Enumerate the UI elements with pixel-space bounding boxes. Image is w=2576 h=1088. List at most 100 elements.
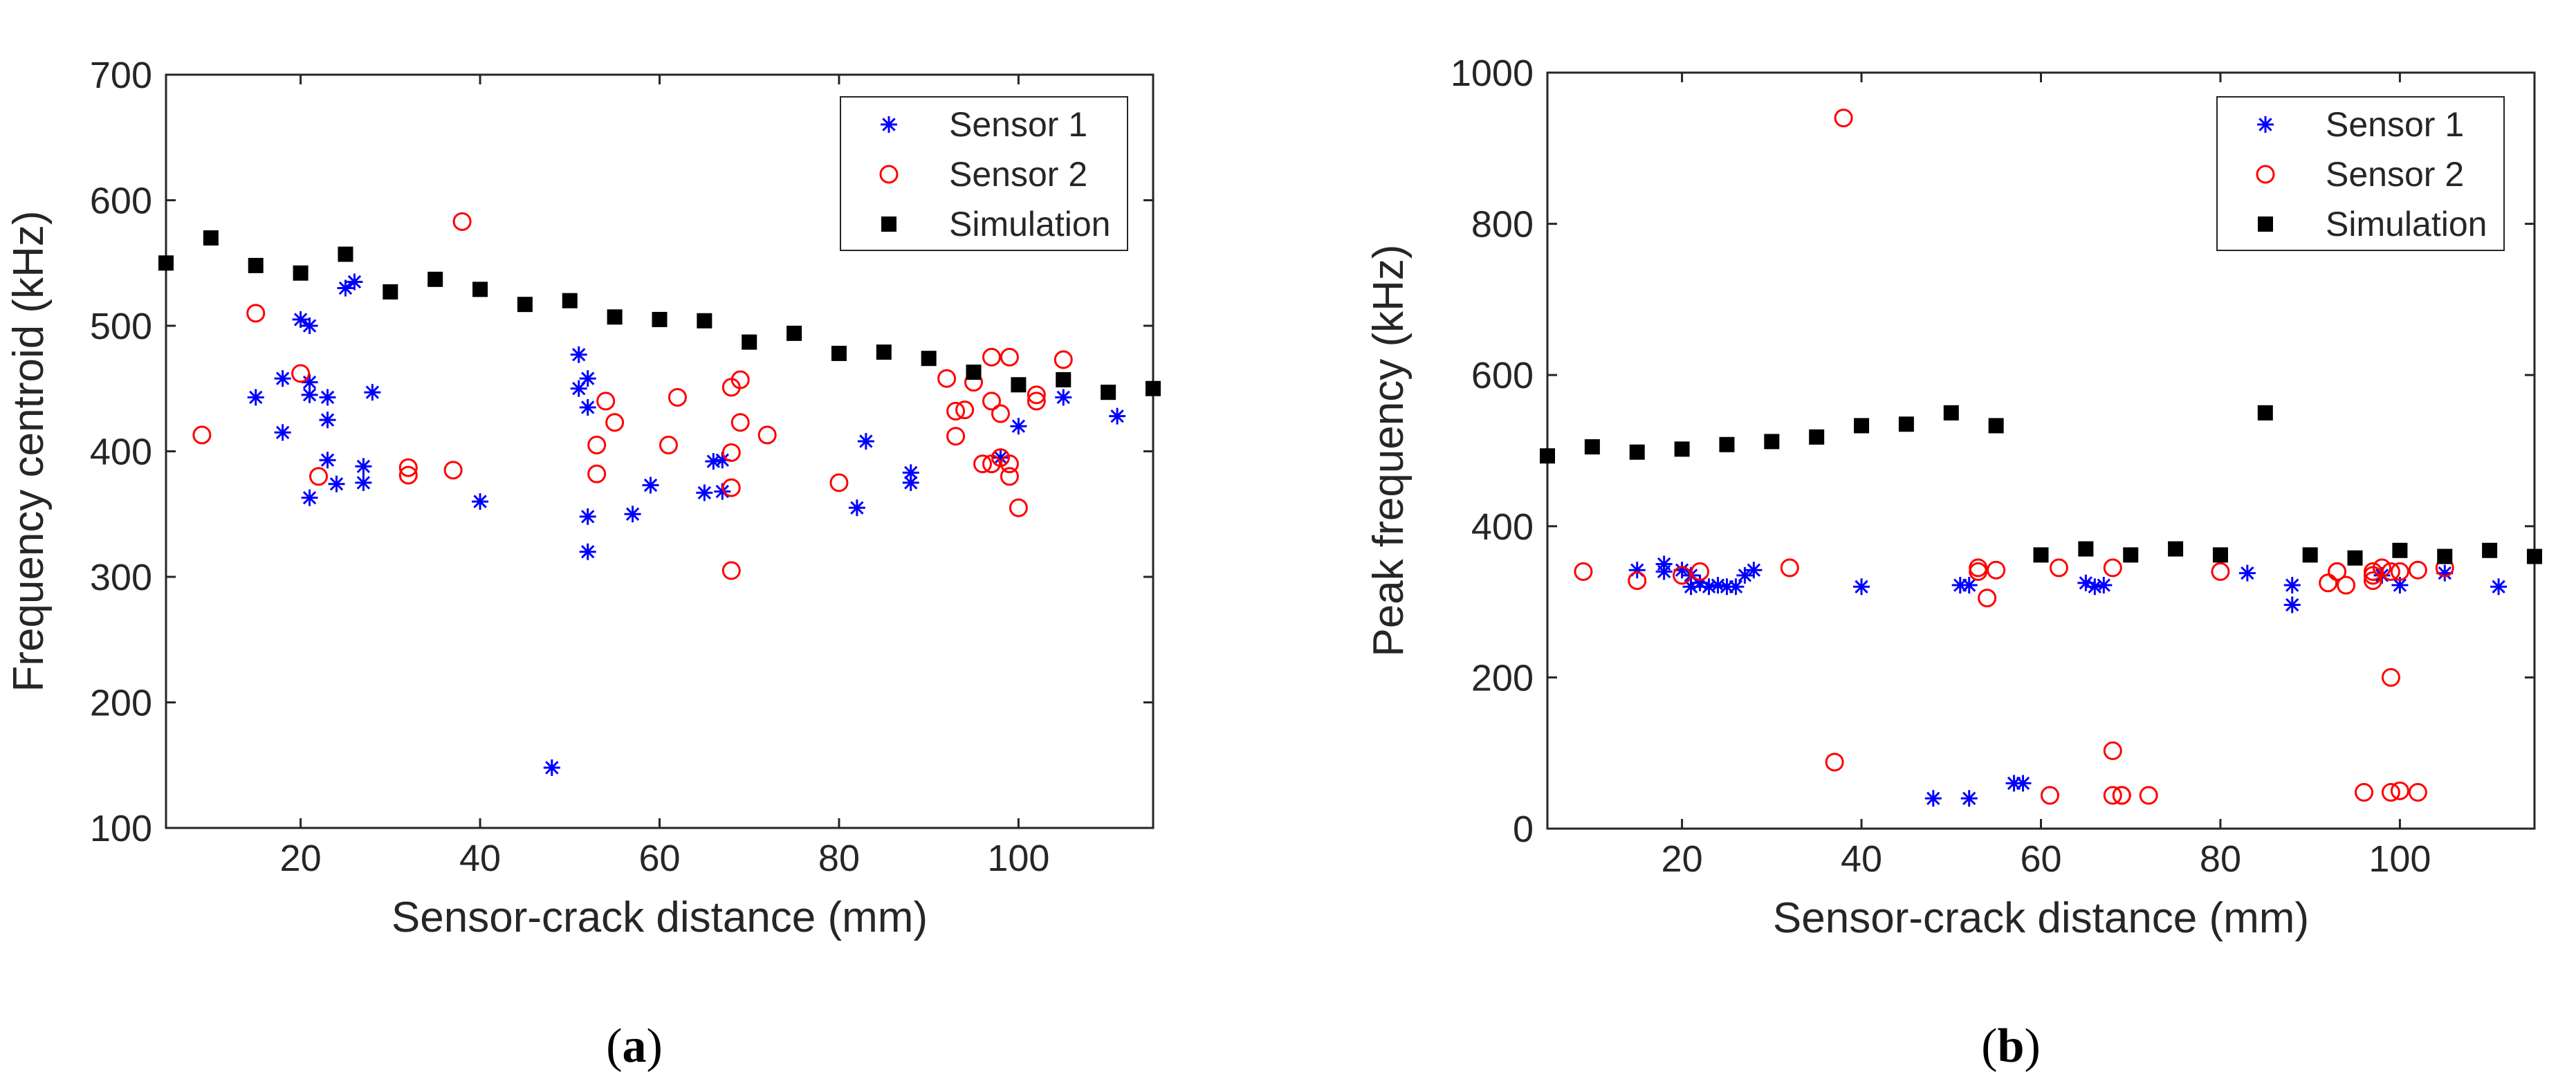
sensor-1-point bbox=[1745, 562, 1763, 579]
sensor-1-point bbox=[543, 759, 560, 776]
y-tick-label: 400 bbox=[90, 432, 152, 473]
simulation-point bbox=[248, 257, 264, 273]
caption-letter-a: a bbox=[623, 1020, 647, 1073]
sensor-2-point bbox=[398, 465, 418, 485]
sensor-2-point bbox=[1574, 562, 1593, 581]
legend-sensor-1-marker bbox=[881, 116, 897, 133]
legend-sensor-2-label: Sensor 2 bbox=[2326, 155, 2464, 194]
simulation-point bbox=[2482, 542, 2498, 558]
sensor-2-point bbox=[946, 401, 966, 421]
simulation-point bbox=[831, 345, 847, 361]
simulation-point bbox=[876, 344, 892, 360]
sensor-2-point bbox=[1000, 454, 1019, 474]
points-b bbox=[1540, 109, 2542, 807]
sensor-1-point bbox=[337, 279, 354, 297]
legend-b: Sensor 1 Sensor 2 Simulation bbox=[2216, 96, 2505, 251]
sensor-2-point bbox=[309, 467, 329, 486]
sensor-1-point bbox=[902, 474, 919, 491]
sensor-1-point bbox=[1960, 577, 1978, 594]
simulation-point bbox=[1584, 439, 1600, 455]
sensor-1-point bbox=[301, 386, 318, 403]
simulation-point bbox=[2212, 547, 2228, 563]
sensor-1-point bbox=[328, 475, 345, 492]
simulation-point bbox=[786, 325, 802, 341]
simulation-point bbox=[2347, 550, 2363, 566]
y-tick-label: 100 bbox=[90, 808, 152, 849]
simulation-point bbox=[2437, 548, 2453, 564]
sensor-1-point bbox=[992, 449, 1009, 466]
sensor-2-point bbox=[982, 391, 1001, 411]
x-tick-label: 80 bbox=[818, 838, 860, 879]
sensor-2-point bbox=[192, 425, 212, 445]
x-axis-label-b: Sensor-crack distance (mm) bbox=[1773, 894, 2309, 942]
x-tick-label: 60 bbox=[2020, 838, 2061, 880]
sensor-1-point bbox=[848, 499, 865, 517]
sensor-2-point bbox=[1000, 467, 1019, 486]
sensor-1-point bbox=[2014, 775, 2032, 792]
simulation-point bbox=[158, 255, 174, 271]
y-tick-label: 500 bbox=[90, 306, 152, 347]
sensor-1-point bbox=[579, 370, 596, 387]
sensor-1-point bbox=[2095, 577, 2113, 594]
sensor-2-point bbox=[291, 364, 311, 383]
simulation-point bbox=[293, 265, 309, 281]
simulation-point bbox=[203, 230, 219, 246]
sensor-2-point bbox=[2211, 562, 2230, 581]
simulation-point bbox=[2302, 547, 2318, 563]
legend-sensor-2-marker bbox=[2256, 165, 2275, 184]
y-tick-label: 600 bbox=[90, 181, 152, 222]
sensor-2-point bbox=[1969, 558, 1988, 578]
sensor-1-point bbox=[355, 458, 372, 475]
sensor-1-point bbox=[319, 389, 336, 406]
sensor-2-point bbox=[973, 454, 993, 474]
sensor-1-point bbox=[1736, 566, 1754, 584]
sensor-2-point bbox=[2337, 575, 2356, 595]
sensor-2-point bbox=[2408, 560, 2427, 580]
sensor-1-point bbox=[2391, 577, 2409, 594]
simulation-point bbox=[338, 246, 353, 262]
sensor-2-point bbox=[1000, 347, 1019, 367]
sensor-2-point bbox=[1673, 566, 1692, 585]
simulation-point bbox=[2123, 547, 2139, 563]
sensor-2-point bbox=[1969, 562, 1988, 581]
sensor-2-point bbox=[1780, 558, 1799, 578]
simulation-point bbox=[2078, 541, 2094, 557]
sensor-1-point bbox=[364, 384, 381, 401]
sensor-2-point bbox=[587, 464, 607, 483]
simulation-point bbox=[1898, 416, 1914, 432]
simulation-point bbox=[966, 365, 982, 380]
sensor-2-point bbox=[246, 304, 266, 323]
sensor-2-point bbox=[1027, 385, 1046, 405]
simulation-point bbox=[652, 311, 668, 327]
sensor-2-point bbox=[2319, 573, 2338, 593]
sensor-2-point bbox=[721, 443, 741, 462]
sensor-2-point bbox=[1825, 753, 1844, 772]
sensor-2-point bbox=[982, 347, 1001, 367]
sensor-2-point bbox=[721, 478, 741, 497]
sensor-2-point bbox=[2355, 783, 2374, 802]
simulation-point bbox=[517, 297, 533, 313]
x-tick-label: 20 bbox=[1662, 838, 1703, 880]
sensor-2-point bbox=[1834, 109, 1853, 128]
simulation-point bbox=[1943, 405, 1959, 421]
sensor-2-point bbox=[398, 458, 418, 477]
sensor-1-point bbox=[2086, 578, 2104, 596]
y-tick-label: 200 bbox=[1471, 657, 1534, 699]
legend-a: Sensor 1 Sensor 2 Simulation bbox=[840, 96, 1128, 251]
simulation-point bbox=[2168, 541, 2184, 557]
x-tick-label: 100 bbox=[987, 838, 1049, 879]
sensor-2-point bbox=[2390, 781, 2409, 800]
sensor-2-point bbox=[1691, 562, 1710, 581]
sensor-1-point bbox=[472, 493, 489, 510]
simulation-point bbox=[1101, 385, 1116, 400]
x-axis-label-a: Sensor-crack distance (mm) bbox=[392, 894, 928, 941]
sensor-2-point bbox=[2372, 558, 2391, 578]
sensor-1-point bbox=[1055, 389, 1072, 406]
sensor-2-point bbox=[730, 370, 750, 389]
simulation-point bbox=[742, 334, 757, 350]
simulation-point bbox=[1146, 380, 1161, 396]
y-tick-label: 300 bbox=[90, 557, 152, 598]
sensor-2-point bbox=[1054, 350, 1073, 369]
simulation-point bbox=[1854, 418, 1870, 434]
x-tick-label: 100 bbox=[2368, 838, 2431, 880]
